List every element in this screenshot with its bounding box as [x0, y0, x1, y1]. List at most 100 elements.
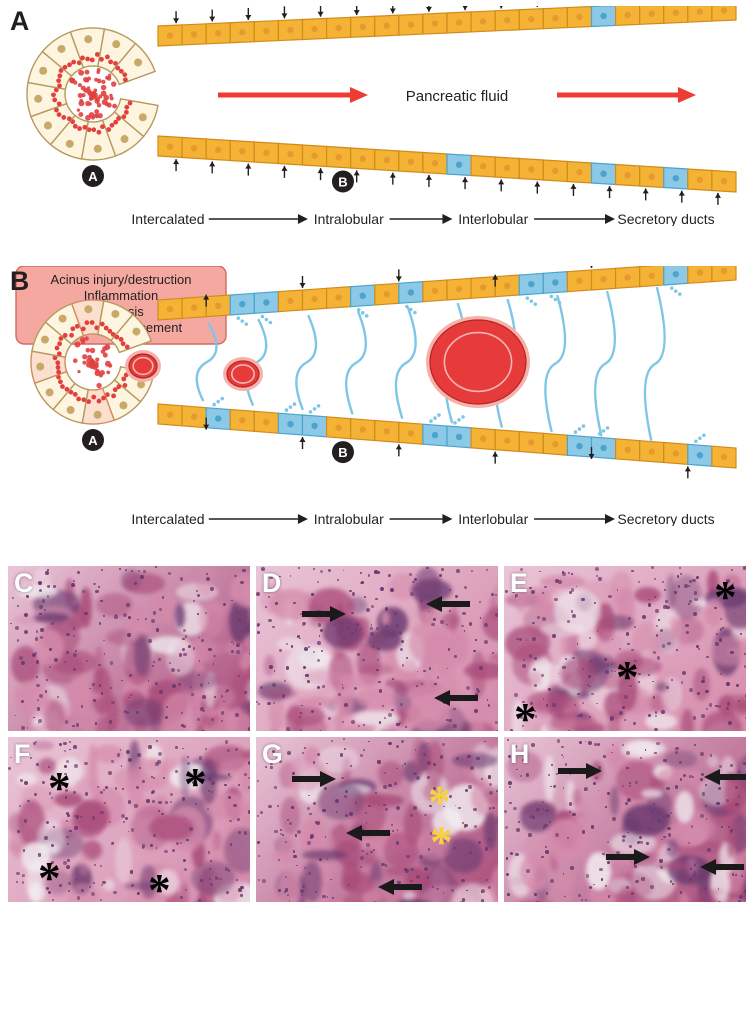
nucleus-dot [202, 695, 206, 699]
nucleus-dot [313, 802, 316, 805]
duct-nucleus [600, 445, 606, 451]
acinar-nucleus [111, 310, 119, 318]
nucleus-dot [383, 785, 387, 789]
duct-nucleus [360, 293, 366, 299]
nucleus-dot [381, 863, 385, 867]
nucleus-dot [301, 705, 303, 707]
nucleus-dot [215, 876, 217, 878]
duct-nucleus [215, 147, 221, 153]
nucleus-dot [169, 662, 171, 664]
nucleus-dot [474, 825, 477, 828]
nucleus-dot [404, 763, 406, 765]
duct-nucleus [456, 19, 462, 25]
nucleus-dot [188, 645, 191, 648]
nucleus-dot [432, 886, 434, 888]
nucleus-dot [198, 899, 201, 902]
nucleus-dot [111, 842, 114, 845]
nucleus-dot [705, 690, 708, 693]
duct-nucleus [215, 30, 221, 36]
zymogen-granule [76, 397, 81, 402]
nucleus-dot [237, 818, 240, 821]
nucleus-dot [744, 890, 746, 894]
acinar-nucleus [41, 336, 49, 344]
acinar-nucleus [57, 45, 65, 53]
nucleus-dot [248, 810, 251, 814]
nucleus-dot [185, 889, 187, 891]
nucleus-dot [625, 802, 628, 805]
nucleus-dot [536, 901, 539, 902]
mucin-droplet [265, 318, 269, 322]
tissue-blob [572, 789, 581, 804]
nucleus-dot [156, 847, 158, 849]
zymogen-granule [60, 384, 65, 389]
flux-arrow-head [426, 7, 432, 12]
nucleus-dot [640, 757, 642, 759]
nucleus-dot [208, 648, 212, 652]
nucleus-dot [545, 850, 549, 854]
flux-arrow-head [354, 10, 360, 15]
nucleus-dot [328, 717, 331, 720]
nucleus-dot [237, 619, 240, 622]
nucleus-dot [342, 687, 344, 689]
duct-caption: Interlobular [458, 511, 528, 526]
nucleus-dot [210, 883, 213, 886]
nucleus-dot [624, 719, 626, 721]
nucleus-dot [608, 895, 610, 897]
panel-label-D: D [262, 568, 281, 599]
nucleus-dot [383, 804, 385, 806]
nucleus-dot [671, 679, 673, 681]
nucleus-dot [661, 710, 664, 713]
nucleus-dot [21, 726, 25, 730]
nucleus-dot [394, 782, 397, 785]
flux-arrow-head [354, 170, 360, 175]
nucleus-dot [504, 810, 507, 813]
duct-nucleus [480, 284, 486, 290]
nucleus-dot [16, 872, 20, 876]
nucleus-dot [675, 747, 678, 750]
tissue-blob [693, 668, 710, 700]
nucleus-dot [235, 713, 239, 717]
nucleus-dot [362, 659, 364, 661]
zymogen-granule [58, 379, 63, 384]
lumen-granule [78, 100, 84, 106]
nucleus-dot [410, 868, 414, 872]
nucleus-dot [689, 878, 692, 881]
nucleus-dot [150, 844, 153, 847]
nucleus-dot [424, 814, 426, 816]
marker-B-text: B [338, 445, 347, 460]
nucleus-dot [689, 580, 692, 583]
duct-nucleus [504, 17, 510, 23]
nucleus-dot [705, 805, 707, 807]
nucleus-dot [304, 747, 306, 749]
nucleus-dot [39, 589, 42, 592]
nucleus-dot [638, 581, 640, 583]
annotation-asterisk: * [514, 706, 537, 731]
nucleus-dot [654, 596, 656, 598]
nucleus-dot [42, 781, 45, 784]
duct-nucleus [456, 434, 462, 440]
nucleus-dot [690, 868, 692, 870]
nucleus-dot [574, 704, 576, 706]
lumen-granule [101, 85, 106, 90]
nucleus-dot [532, 622, 535, 625]
duct-nucleus [673, 175, 679, 181]
nucleus-dot [659, 859, 662, 862]
nucleus-dot [744, 653, 746, 655]
nucleus-dot [726, 682, 730, 686]
histology-row-2: F****G**H [0, 737, 754, 902]
mucin-droplet [261, 315, 265, 319]
flux-arrow-head [300, 437, 306, 442]
nucleus-dot [568, 730, 570, 731]
caption-arrow-head [442, 214, 452, 224]
lumen-granule [78, 112, 83, 117]
nucleus-dot [182, 648, 185, 651]
duct-nucleus [384, 157, 390, 163]
nucleus-dot [612, 817, 616, 821]
nucleus-dot [230, 843, 232, 845]
duct-nucleus [576, 169, 582, 175]
nucleus-dot [589, 886, 592, 889]
nucleus-dot [201, 730, 205, 731]
nucleus-dot [496, 790, 498, 792]
duct-nucleus [721, 268, 727, 274]
flux-arrow-head [498, 179, 504, 184]
